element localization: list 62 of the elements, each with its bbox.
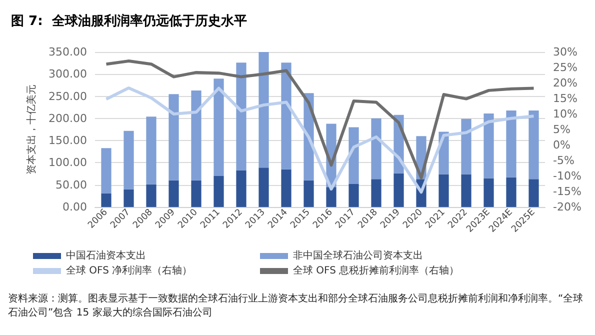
y2-tick-label: 5%: [553, 123, 570, 136]
y2-tick-label: 10%: [553, 108, 578, 120]
y-tick-label: 300.00: [48, 68, 87, 81]
y2-tick-label: 25%: [553, 61, 578, 74]
bar: [348, 184, 359, 207]
text: 资料来源：测算。图表显示基于一致数据的全球石油行业上游资本支出和部分全球石油服务公司息税折摊前利润和净利润率。“全球石油公司”包含 15 家最大的综合国际石油公司: [8, 292, 584, 318]
bar: [146, 184, 156, 207]
bar: [461, 118, 472, 174]
bar: [438, 174, 449, 207]
bar: [281, 62, 292, 170]
legend-label: 全球 OFS 净利润率（右轴）: [66, 264, 192, 276]
line-series: [104, 59, 536, 180]
bar: [101, 148, 112, 194]
y2-tick-label: -10%: [553, 170, 582, 182]
y2-tick-label: 15%: [553, 92, 578, 105]
bar: [371, 179, 382, 207]
bar: [371, 118, 382, 180]
bar: [191, 180, 202, 207]
y-axis-title: 资本支出，十亿美元: [26, 84, 38, 174]
bar: [258, 168, 269, 207]
legend-label: 中国石油资本支出: [66, 250, 146, 262]
y2-tick-label: -20%: [553, 200, 582, 214]
bar: [326, 187, 336, 207]
legend-label: 全球 OFS 息税折摊前利润率（右轴）: [293, 264, 460, 276]
bar: [214, 176, 224, 207]
line-series: [104, 86, 536, 194]
legend-label: 非中国全球石油公司资本支出: [293, 250, 423, 262]
bar: [191, 90, 202, 180]
bar: [528, 179, 539, 207]
y-tick-label: 200.00: [48, 112, 87, 125]
bar: [394, 173, 404, 207]
bar: [214, 78, 224, 176]
bar: [484, 114, 494, 178]
y-tick-label: 250.00: [48, 90, 87, 103]
bar: [124, 189, 134, 207]
bar: [506, 110, 516, 178]
bar: [236, 62, 246, 170]
bar: [236, 170, 246, 207]
bar: [461, 174, 472, 207]
bar: [146, 116, 156, 184]
y-tick-label: 0.00: [62, 200, 87, 214]
bar: [168, 94, 179, 180]
bar: [281, 169, 292, 207]
bar: [304, 180, 314, 207]
y-tick-label: 100.00: [48, 156, 87, 170]
chart-title: 图 7: 全球油服利润率仍远低于历史水平: [11, 13, 247, 29]
bar: [484, 178, 494, 207]
bar: [101, 193, 112, 207]
y2-tick-label: -5%: [553, 154, 574, 167]
bar: [348, 127, 359, 184]
y2-tick-label: 20%: [553, 76, 578, 90]
y-tick-label: 350.00: [48, 46, 87, 58]
y-tick-label: 50.00: [56, 178, 87, 192]
y-tick-label: 150.00: [48, 134, 87, 148]
bar: [528, 110, 539, 180]
bar: [168, 180, 179, 207]
bar: [506, 177, 516, 207]
bar: [258, 52, 269, 168]
y2-tick-label: -15%: [553, 185, 582, 198]
y2-tick-label: 30%: [553, 46, 578, 58]
bar: [124, 130, 134, 190]
y2-tick-label: 0%: [553, 138, 570, 152]
